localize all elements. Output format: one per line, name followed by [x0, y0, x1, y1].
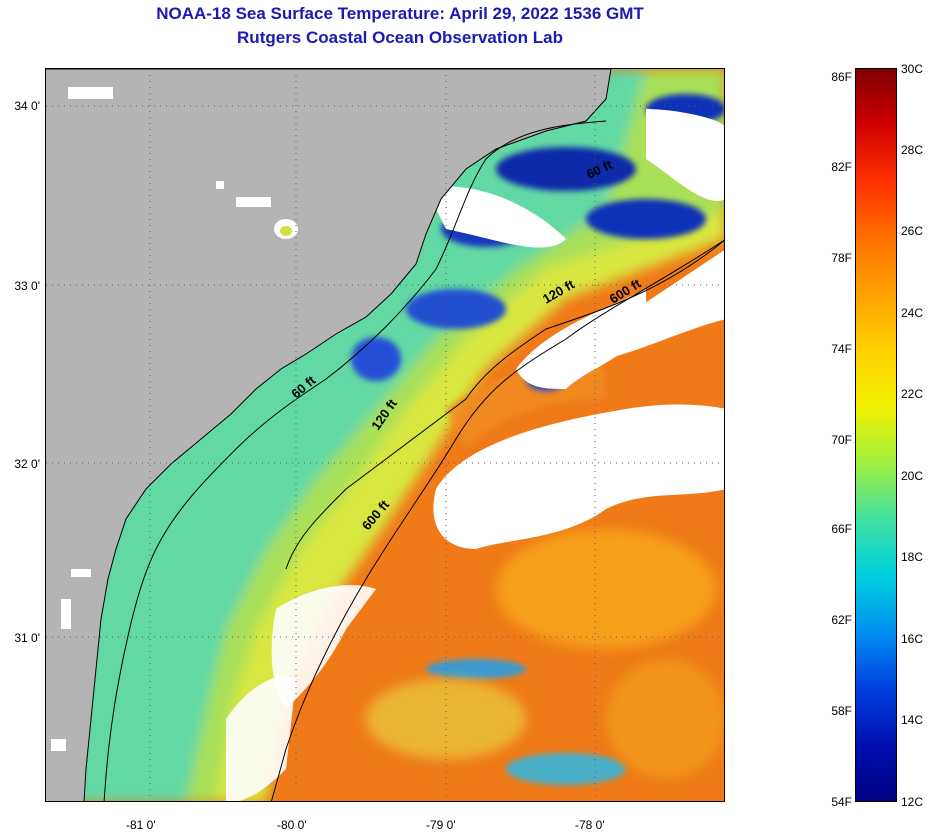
sst-map-image: 60 ft 120 ft 600 ft 600 ft 120 ft 60 ft	[46, 69, 724, 801]
colorbar-c-label: 16C	[901, 632, 924, 646]
lon-label-81: -81 0'	[126, 818, 156, 832]
colorbar-c-label: 12C	[901, 795, 924, 809]
temperature-colorbar	[855, 68, 897, 802]
offshore-eddies	[366, 529, 724, 779]
colorbar-f-label: 78F	[831, 251, 852, 265]
colorbar-c-label: 24C	[901, 306, 924, 320]
map-title: NOAA-18 Sea Surface Temperature: April 2…	[156, 4, 644, 23]
colorbar-c-label: 22C	[901, 387, 924, 401]
contour-600ft	[271, 239, 724, 801]
colorbar-c-label: 14C	[901, 713, 924, 727]
colorbar-f-label: 54F	[831, 795, 852, 809]
depth-contours	[103, 120, 724, 801]
lat-label-31: 31 0'	[14, 631, 40, 645]
contour-120ft	[285, 239, 724, 570]
colorbar-c-label: 20C	[901, 469, 924, 483]
lake-water	[280, 226, 292, 236]
map-subtitle: Rutgers Coastal Ocean Observation Lab	[237, 28, 563, 47]
colorbar-f-label: 82F	[831, 160, 852, 174]
colorbar-f-label: 74F	[831, 342, 852, 356]
lon-label-78: -78 0'	[575, 818, 605, 832]
sst-map: 60 ft 120 ft 600 ft 600 ft 120 ft 60 ft	[45, 68, 725, 802]
lat-label-32: 32 0'	[14, 457, 40, 471]
lon-label-79: -79 0'	[426, 818, 456, 832]
contour-60ft	[103, 120, 607, 801]
colorbar-f-label: 58F	[831, 704, 852, 718]
land-mass	[46, 69, 611, 801]
cloud-mask	[226, 109, 724, 801]
colorbar-f-label: 86F	[831, 70, 852, 84]
colorbar-c-label: 18C	[901, 550, 924, 564]
graticule	[46, 69, 724, 801]
colorbar-f-label: 70F	[831, 433, 852, 447]
colorbar-c-label: 26C	[901, 224, 924, 238]
lon-label-80: -80 0'	[277, 818, 307, 832]
colorbar-f-label: 62F	[831, 613, 852, 627]
colorbar-c-label: 30C	[901, 62, 924, 76]
lat-label-34: 34 0'	[14, 99, 40, 113]
lat-label-33: 33 0'	[14, 279, 40, 293]
colorbar-f-label: 66F	[831, 522, 852, 536]
coastline	[46, 69, 612, 801]
colorbar-c-label: 28C	[901, 143, 924, 157]
